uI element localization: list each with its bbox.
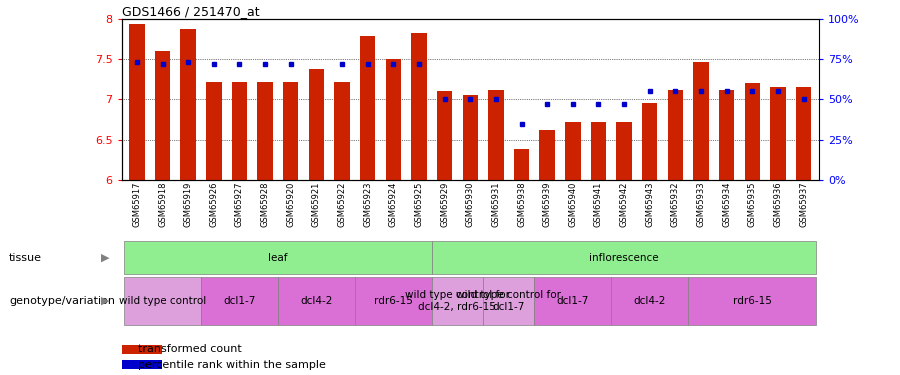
Text: dcl1-7: dcl1-7: [556, 296, 589, 306]
Text: ▶: ▶: [101, 296, 110, 306]
Text: GSM65928: GSM65928: [261, 182, 270, 227]
Bar: [611, 277, 688, 325]
Text: GSM65938: GSM65938: [517, 182, 526, 227]
Text: GSM65929: GSM65929: [440, 182, 449, 227]
Bar: [668, 90, 683, 180]
Text: GSM65919: GSM65919: [184, 182, 193, 227]
Text: GSM65943: GSM65943: [645, 182, 654, 227]
Bar: [463, 95, 478, 180]
Text: GSM65939: GSM65939: [543, 182, 552, 227]
Bar: [436, 92, 453, 180]
Text: GSM65918: GSM65918: [158, 182, 167, 227]
Text: GSM65926: GSM65926: [210, 182, 219, 227]
Text: rdr6-15: rdr6-15: [374, 296, 413, 306]
Text: GSM65923: GSM65923: [364, 182, 373, 227]
Bar: [642, 104, 657, 180]
Text: GSM65922: GSM65922: [338, 182, 346, 227]
Bar: [124, 242, 432, 274]
Text: GSM65936: GSM65936: [773, 182, 782, 227]
Text: GSM65931: GSM65931: [491, 182, 500, 227]
Text: GSM65940: GSM65940: [568, 182, 577, 227]
Text: GSM65935: GSM65935: [748, 182, 757, 227]
Text: dcl1-7: dcl1-7: [223, 296, 256, 306]
Text: wild type control for
dcl1-7: wild type control for dcl1-7: [456, 290, 562, 312]
Text: GSM65917: GSM65917: [132, 182, 141, 227]
Bar: [181, 29, 196, 180]
Text: GDS1466 / 251470_at: GDS1466 / 251470_at: [122, 4, 259, 18]
Text: wild type control for
dcl4-2, rdr6-15: wild type control for dcl4-2, rdr6-15: [405, 290, 510, 312]
Bar: [334, 82, 350, 180]
Bar: [360, 36, 375, 180]
Bar: [539, 130, 555, 180]
Bar: [155, 51, 170, 180]
Text: GSM65930: GSM65930: [466, 182, 475, 227]
Text: GSM65937: GSM65937: [799, 182, 808, 227]
Bar: [488, 90, 504, 180]
Bar: [201, 277, 278, 325]
Bar: [688, 277, 816, 325]
Bar: [432, 242, 816, 274]
Text: GSM65934: GSM65934: [722, 182, 731, 227]
Bar: [693, 62, 708, 180]
Bar: [385, 59, 401, 180]
Text: GSM65925: GSM65925: [415, 182, 424, 227]
Bar: [432, 277, 483, 325]
Text: dcl4-2: dcl4-2: [634, 296, 666, 306]
Bar: [411, 33, 427, 180]
Text: transformed count: transformed count: [138, 345, 241, 354]
Text: GSM65942: GSM65942: [619, 182, 628, 227]
Text: leaf: leaf: [268, 253, 288, 263]
Text: genotype/variation: genotype/variation: [9, 296, 115, 306]
Text: GSM65920: GSM65920: [286, 182, 295, 227]
Bar: [278, 277, 355, 325]
Text: GSM65927: GSM65927: [235, 182, 244, 227]
Bar: [796, 87, 811, 180]
Text: dcl4-2: dcl4-2: [301, 296, 333, 306]
Bar: [309, 69, 324, 180]
Bar: [514, 149, 529, 180]
Bar: [744, 83, 760, 180]
Bar: [770, 87, 786, 180]
Text: GSM65941: GSM65941: [594, 182, 603, 227]
Bar: [719, 90, 734, 180]
Text: inflorescence: inflorescence: [590, 253, 659, 263]
Bar: [355, 277, 432, 325]
Bar: [483, 277, 535, 325]
Bar: [284, 82, 299, 180]
Text: GSM65933: GSM65933: [697, 182, 706, 227]
Bar: [590, 122, 607, 180]
Text: rdr6-15: rdr6-15: [733, 296, 772, 306]
Text: percentile rank within the sample: percentile rank within the sample: [138, 360, 326, 369]
Text: GSM65921: GSM65921: [312, 182, 321, 227]
Text: tissue: tissue: [9, 253, 42, 263]
Bar: [124, 277, 201, 325]
Text: GSM65924: GSM65924: [389, 182, 398, 227]
Text: ▶: ▶: [101, 253, 110, 263]
Text: wild type control: wild type control: [119, 296, 206, 306]
Bar: [257, 82, 273, 180]
Bar: [616, 122, 632, 180]
Bar: [535, 277, 611, 325]
Bar: [232, 82, 248, 180]
Bar: [206, 82, 221, 180]
Bar: [565, 122, 581, 180]
Bar: [130, 24, 145, 180]
Text: GSM65932: GSM65932: [670, 182, 680, 227]
